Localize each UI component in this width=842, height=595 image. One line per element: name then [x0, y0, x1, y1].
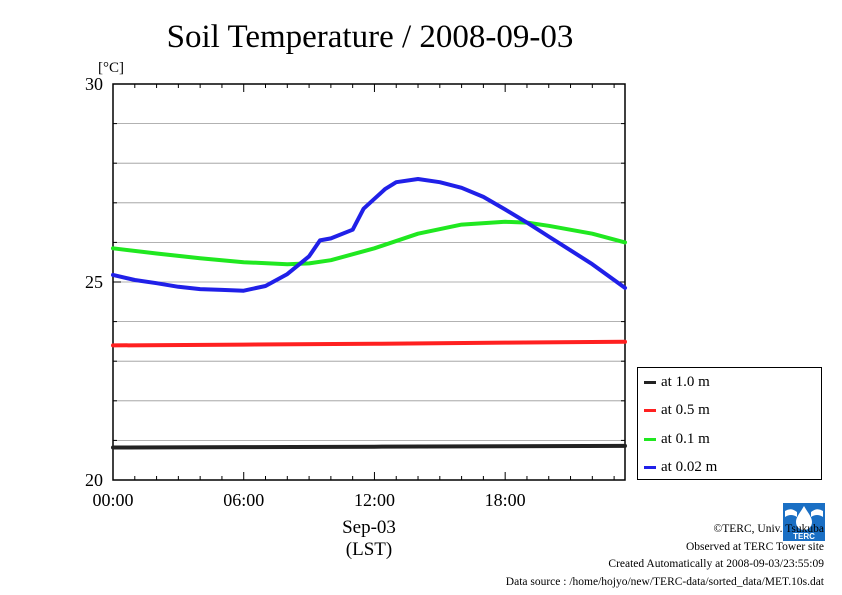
legend-item-0-1m: at 0.1 m: [644, 429, 710, 449]
series-line-at-0-1-m: [111, 219, 627, 267]
y-axis-label: [°C]: [98, 60, 124, 76]
legend: at 1.0 m at 0.5 m at 0.1 m at 0.02 m: [637, 367, 822, 480]
legend-swatch-0-5m: [644, 408, 656, 412]
legend-label-0-02m: at 0.02 m: [661, 458, 718, 475]
y-tick-label-25: 25: [85, 272, 103, 292]
y-tick-label-30: 30: [85, 74, 103, 94]
legend-label-1-0m: at 1.0 m: [661, 373, 710, 390]
x-tick-label-1800: 18:00: [485, 490, 526, 510]
legend-swatch-0-02m: [644, 465, 656, 469]
x-axis-unit-label: (LST): [346, 539, 392, 560]
series-line-at-0-02-m: [111, 177, 627, 293]
logo-text: TERC: [793, 532, 815, 541]
x-axis-date-label: Sep-03: [342, 517, 396, 538]
series-line-at-0-5-m: [111, 339, 627, 348]
y-tick-label-20: 20: [85, 470, 103, 490]
created-text: Created Automatically at 2008-09-03/23:5…: [608, 558, 824, 570]
observed-text: Observed at TERC Tower site: [685, 540, 824, 553]
axis-ticks: [112, 83, 625, 481]
legend-item-1-0m: at 1.0 m: [644, 372, 710, 392]
terc-logo-icon: TERC: [783, 503, 825, 541]
copyright-text: ©TERC, Univ. Tsukuba: [713, 523, 824, 535]
legend-label-0-1m: at 0.1 m: [661, 430, 710, 447]
series-lines: [111, 177, 627, 450]
x-tick-label-1200: 12:00: [354, 490, 395, 510]
source-text: Data source : /home/hojyo/new/TERC-data/…: [505, 575, 824, 588]
chart-title: Soil Temperature / 2008-09-03: [167, 19, 574, 55]
legend-item-0-02m: at 0.02 m: [644, 457, 717, 477]
legend-item-0-5m: at 0.5 m: [644, 400, 710, 420]
x-tick-label-0000: 00:00: [92, 490, 133, 510]
legend-swatch-0-1m: [644, 437, 656, 441]
tick-labels: 20 25 30 00:00 06:00 12:00 18:00: [85, 74, 526, 510]
legend-swatch-1-0m: [644, 380, 656, 384]
legend-label-0-5m: at 0.5 m: [661, 401, 710, 418]
footer-credits: ©TERC, Univ. Tsukuba Observed at TERC To…: [506, 521, 824, 591]
grid: [113, 123, 625, 441]
x-tick-label-0600: 06:00: [223, 490, 264, 510]
series-line-at-1-0-m: [111, 443, 627, 450]
